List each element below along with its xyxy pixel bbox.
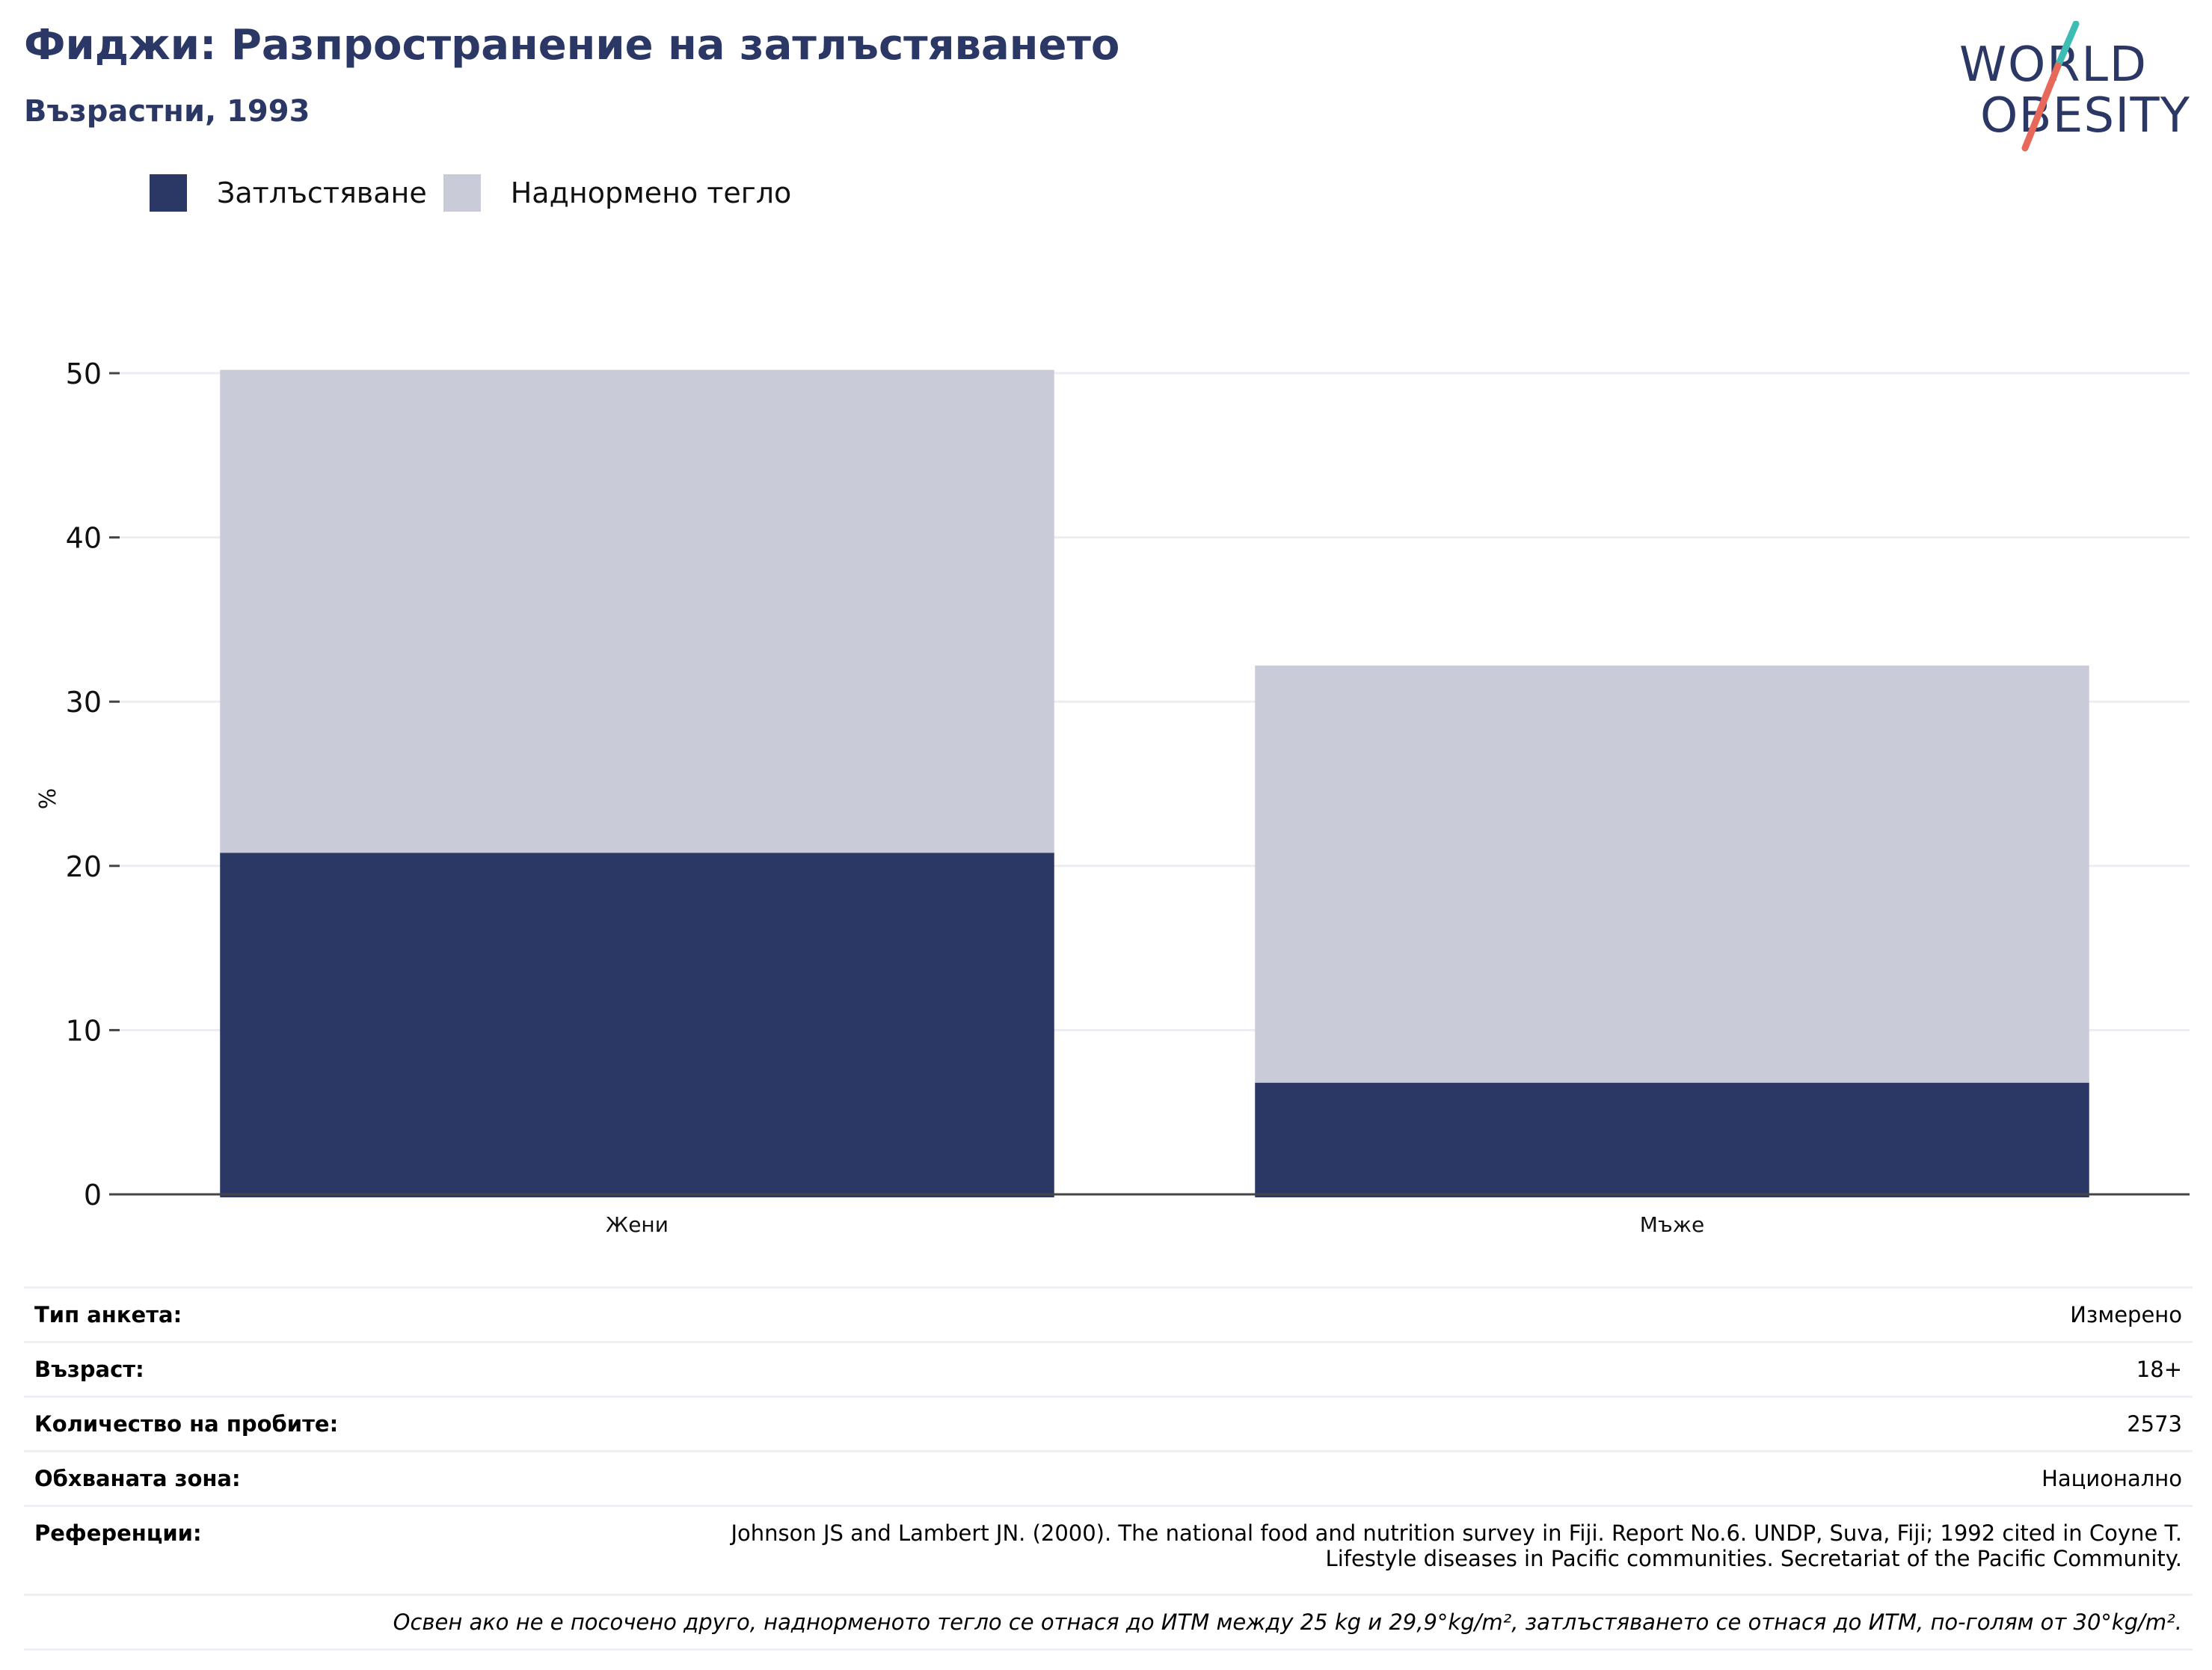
- bar-obesity-1: [1255, 1082, 2089, 1197]
- y-tick-label: 0: [84, 1179, 102, 1212]
- y-tick-label: 10: [66, 1014, 102, 1047]
- legend-swatch-overweight: [443, 174, 481, 212]
- x-tick-label: Мъже: [1640, 1212, 1704, 1237]
- logo-accent-coral: [2021, 62, 2062, 152]
- info-row-age: Възраст: 18+: [24, 1341, 2193, 1397]
- info-label: Тип анкета:: [24, 1286, 568, 1342]
- chart-legend: Затлъстяване Наднормено тегло: [150, 174, 808, 212]
- info-value: 18+: [568, 1341, 2193, 1397]
- world-obesity-logo: WORLD OBESITY: [1959, 21, 2190, 152]
- bar-overweight-1: [1255, 665, 2089, 1083]
- logo-accent-teal: [2054, 21, 2080, 70]
- references-line-1: Johnson JS and Lambert JN. (2000). The n…: [731, 1520, 2182, 1546]
- info-row-note: Освен ако не е посочено друго, наднормен…: [24, 1594, 2193, 1651]
- legend-item-overweight: Наднормено тегло: [443, 174, 792, 212]
- references-text: Johnson JS and Lambert JN. (2000). The n…: [568, 1505, 2193, 1595]
- definition-note: Освен ако не е посочено друго, наднормен…: [24, 1594, 2193, 1651]
- y-tick-label: 30: [66, 686, 102, 719]
- info-label: Референции:: [24, 1505, 568, 1595]
- legend-swatch-obesity: [150, 174, 187, 212]
- legend-label-obesity: Затлъстяване: [217, 176, 427, 209]
- info-row-survey-type: Тип анкета: Измерено: [24, 1286, 2193, 1342]
- bar-chart: 0 10 20 30 40 50% Жени Мъже: [35, 357, 2190, 1237]
- y-tick-label: 50: [66, 357, 102, 390]
- legend-label-overweight: Наднормено тегло: [510, 176, 792, 209]
- bar-overweight-0: [220, 369, 1054, 853]
- info-value: Национално: [568, 1450, 2193, 1506]
- page-title: Фиджи: Разпространение на затлъстяването: [24, 21, 1120, 70]
- references-line-2: Lifestyle diseases in Pacific communitie…: [1325, 1546, 2182, 1571]
- y-tick-label: 20: [66, 850, 102, 883]
- logo-line-2: OBESITY: [1980, 88, 2190, 144]
- legend-item-obesity: Затлъстяване: [150, 174, 427, 212]
- info-label: Възраст:: [24, 1341, 568, 1397]
- y-tick-label: 40: [66, 522, 102, 555]
- info-row-references: Референции: Johnson JS and Lambert JN. (…: [24, 1505, 2193, 1595]
- info-label: Обхваната зона:: [24, 1450, 568, 1506]
- bar-obesity-0: [220, 853, 1054, 1197]
- x-tick-label: Жени: [606, 1212, 669, 1237]
- info-value: Измерено: [568, 1286, 2193, 1342]
- info-value: 2573: [568, 1396, 2193, 1452]
- survey-info-table: Тип анкета: Измерено Възраст: 18+ Количе…: [24, 1286, 2193, 1651]
- info-row-sample-size: Количество на пробите: 2573: [24, 1396, 2193, 1452]
- info-label: Количество на пробите:: [24, 1396, 568, 1452]
- info-row-area-covered: Обхваната зона: Национално: [24, 1450, 2193, 1506]
- y-axis-label: %: [35, 788, 61, 810]
- page-subtitle: Възрастни, 1993: [24, 94, 310, 129]
